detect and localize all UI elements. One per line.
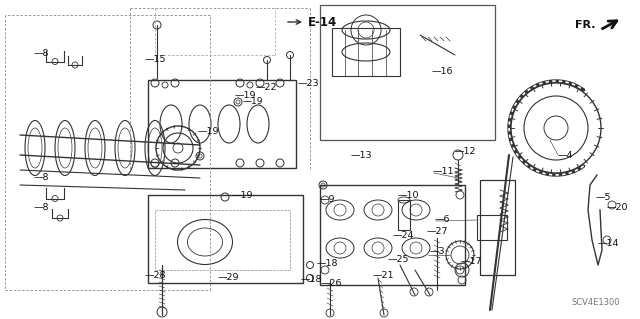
Text: —6: —6 xyxy=(435,214,451,224)
Text: E-14: E-14 xyxy=(308,16,337,28)
Bar xyxy=(155,210,290,270)
Text: —18: —18 xyxy=(317,259,339,269)
Text: —12: —12 xyxy=(455,147,477,157)
Text: —19: —19 xyxy=(243,98,264,107)
Bar xyxy=(398,200,410,230)
Text: —20: —20 xyxy=(607,204,628,212)
Text: —8: —8 xyxy=(34,174,49,182)
Text: —3: —3 xyxy=(430,248,445,256)
Text: —27: —27 xyxy=(427,227,449,236)
Text: —14: —14 xyxy=(598,240,620,249)
Bar xyxy=(148,195,303,283)
Text: —16: —16 xyxy=(432,68,454,77)
Text: —22: —22 xyxy=(256,83,278,92)
Text: —8: —8 xyxy=(34,48,49,57)
Text: —21: —21 xyxy=(373,271,394,280)
Text: —10: —10 xyxy=(398,190,419,199)
Bar xyxy=(148,80,296,168)
Text: —9: —9 xyxy=(320,196,335,204)
Text: —28: —28 xyxy=(145,271,166,280)
Text: —11: —11 xyxy=(433,167,454,175)
Text: —24: —24 xyxy=(393,232,415,241)
Bar xyxy=(332,28,400,76)
Text: —19: —19 xyxy=(235,91,257,100)
Text: —8: —8 xyxy=(34,203,49,211)
Text: FR.: FR. xyxy=(575,20,595,30)
Text: —17: —17 xyxy=(461,257,483,266)
Bar xyxy=(477,215,507,240)
Text: —25: —25 xyxy=(388,255,410,263)
Text: —19: —19 xyxy=(232,190,253,199)
Text: —5: —5 xyxy=(596,192,611,202)
Text: —4: —4 xyxy=(558,151,573,160)
Bar xyxy=(320,5,495,140)
Text: SCV4E1300: SCV4E1300 xyxy=(572,298,620,307)
Text: —13: —13 xyxy=(351,151,372,160)
Text: —23: —23 xyxy=(298,78,319,87)
Bar xyxy=(480,180,515,275)
Text: —15: —15 xyxy=(145,56,166,64)
Text: —26: —26 xyxy=(321,278,342,287)
Bar xyxy=(320,185,465,285)
Text: —19: —19 xyxy=(198,127,220,136)
Text: —18: —18 xyxy=(301,276,323,285)
Text: —29: —29 xyxy=(218,273,239,283)
